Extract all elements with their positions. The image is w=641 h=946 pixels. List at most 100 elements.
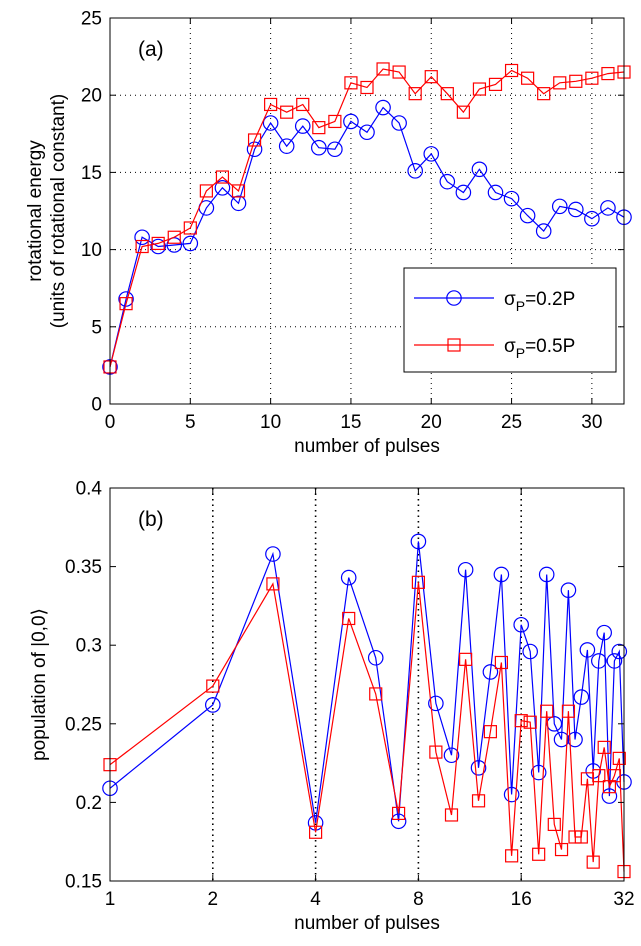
data-point-sigma-0.2 xyxy=(150,238,166,255)
x-tick-label: 30 xyxy=(581,412,602,433)
y-tick-label: 0.3 xyxy=(76,636,102,657)
data-point-sigma-0.2 xyxy=(428,695,444,712)
data-point-sigma-0.5 xyxy=(151,236,165,251)
data-point-sigma-0.2 xyxy=(423,146,440,162)
data-point-sigma-0.2 xyxy=(560,582,577,598)
data-point-sigma-0.5 xyxy=(459,652,473,666)
data-point-sigma-0.5 xyxy=(312,121,326,135)
y-axis-label: rotational energy xyxy=(25,140,46,282)
data-point-sigma-0.5 xyxy=(561,704,576,718)
data-point-sigma-0.2 xyxy=(568,201,584,218)
data-point-sigma-0.5 xyxy=(494,655,508,670)
data-point-sigma-0.5 xyxy=(537,87,551,101)
data-point-sigma-0.2 xyxy=(470,760,487,776)
data-point-sigma-0.2 xyxy=(214,180,231,196)
data-point-sigma-0.2 xyxy=(493,566,510,583)
data-point-sigma-0.2 xyxy=(522,643,538,660)
data-point-sigma-0.2 xyxy=(487,184,504,201)
data-point-sigma-0.5 xyxy=(574,830,588,844)
data-point-sigma-0.2 xyxy=(340,569,357,586)
data-point-sigma-0.2 xyxy=(551,198,568,215)
data-point-sigma-0.5 xyxy=(601,66,615,81)
data-point-sigma-0.2 xyxy=(503,190,520,207)
data-point-sigma-0.5 xyxy=(602,780,617,794)
x-axis-label: number of pulses xyxy=(294,913,440,934)
data-point-sigma-0.2 xyxy=(596,624,612,641)
data-point-sigma-0.2 xyxy=(182,235,199,252)
data-point-sigma-0.5 xyxy=(553,76,567,90)
data-point-sigma-0.2 xyxy=(278,138,295,154)
data-point-sigma-0.2 xyxy=(503,786,520,803)
data-point-sigma-0.2 xyxy=(530,764,547,781)
data-point-sigma-0.5 xyxy=(456,105,470,119)
data-point-sigma-0.5 xyxy=(215,170,230,184)
y-tick-label: 10 xyxy=(81,240,102,261)
y-tick-label: 0.35 xyxy=(65,557,102,578)
data-point-sigma-0.5 xyxy=(391,806,406,821)
data-point-sigma-0.5 xyxy=(523,715,537,729)
data-point-sigma-0.5 xyxy=(554,842,569,857)
data-point-sigma-0.2 xyxy=(513,616,529,633)
y-tick-label: 20 xyxy=(81,86,102,107)
y-tick-label: 0.15 xyxy=(65,872,102,893)
data-point-sigma-0.5 xyxy=(444,808,459,822)
data-point-sigma-0.5 xyxy=(328,114,342,129)
axes-frame xyxy=(109,487,625,882)
x-tick-label: 1 xyxy=(105,889,116,910)
data-point-sigma-0.2 xyxy=(579,642,596,658)
data-point-sigma-0.2 xyxy=(343,113,359,130)
data-point-sigma-0.2 xyxy=(359,124,375,141)
data-point-sigma-0.5 xyxy=(597,740,611,754)
data-point-sigma-0.5 xyxy=(344,76,358,90)
legend-sigma: σ xyxy=(504,336,516,357)
data-point-sigma-0.5 xyxy=(408,87,422,101)
data-point-sigma-0.5 xyxy=(342,611,356,626)
x-tick-label: 8 xyxy=(413,889,424,910)
data-point-sigma-0.2 xyxy=(584,210,600,227)
x-tick-label: 0 xyxy=(105,412,116,433)
x-axis-label: number of pulses xyxy=(294,436,440,457)
data-point-sigma-0.5 xyxy=(424,70,438,84)
data-point-sigma-0.5 xyxy=(505,849,519,863)
data-point-sigma-0.5 xyxy=(247,133,262,147)
data-point-sigma-0.2 xyxy=(591,653,607,669)
data-point-sigma-0.5 xyxy=(429,745,443,759)
data-point-sigma-0.5 xyxy=(119,297,133,311)
y-tick-label: 0.25 xyxy=(65,714,102,735)
legend-label-sigma-0.5: σP=0.5P xyxy=(504,336,575,361)
data-point-sigma-0.5 xyxy=(206,679,220,693)
y-tick-label: 5 xyxy=(91,317,102,338)
data-point-sigma-0.5 xyxy=(199,184,213,198)
data-point-sigma-0.5 xyxy=(547,817,561,832)
data-point-sigma-0.2 xyxy=(471,161,488,178)
data-point-sigma-0.5 xyxy=(309,825,323,839)
data-point-sigma-0.2 xyxy=(311,139,327,156)
data-point-sigma-0.2 xyxy=(457,561,474,578)
data-point-sigma-0.2 xyxy=(455,184,472,201)
legend-box xyxy=(403,267,617,373)
data-point-sigma-0.2 xyxy=(265,546,281,562)
panel-label: (b) xyxy=(138,508,164,531)
data-point-sigma-0.5 xyxy=(472,82,487,96)
data-point-sigma-0.2 xyxy=(535,223,552,239)
data-point-sigma-0.2 xyxy=(230,195,247,212)
data-point-sigma-0.5 xyxy=(569,74,583,88)
y-axis-label: (units of rotational constant) xyxy=(48,94,69,328)
data-point-sigma-0.5 xyxy=(280,105,294,119)
y-tick-label: 0 xyxy=(91,395,102,416)
data-point-sigma-0.2 xyxy=(375,99,391,116)
data-point-sigma-0.2 xyxy=(538,566,555,583)
data-point-sigma-0.2 xyxy=(443,747,460,764)
legend-subscript: P xyxy=(516,298,525,314)
data-point-sigma-0.2 xyxy=(390,813,407,830)
x-tick-label: 32 xyxy=(613,889,634,910)
data-point-sigma-0.2 xyxy=(391,115,407,131)
data-point-sigma-0.5 xyxy=(488,77,503,91)
data-point-sigma-0.5 xyxy=(440,87,454,101)
axes-frame xyxy=(109,17,625,405)
data-point-sigma-0.5 xyxy=(607,769,622,783)
x-tick-label: 10 xyxy=(260,412,281,433)
data-point-sigma-0.5 xyxy=(514,714,528,728)
data-point-sigma-0.2 xyxy=(439,173,456,190)
